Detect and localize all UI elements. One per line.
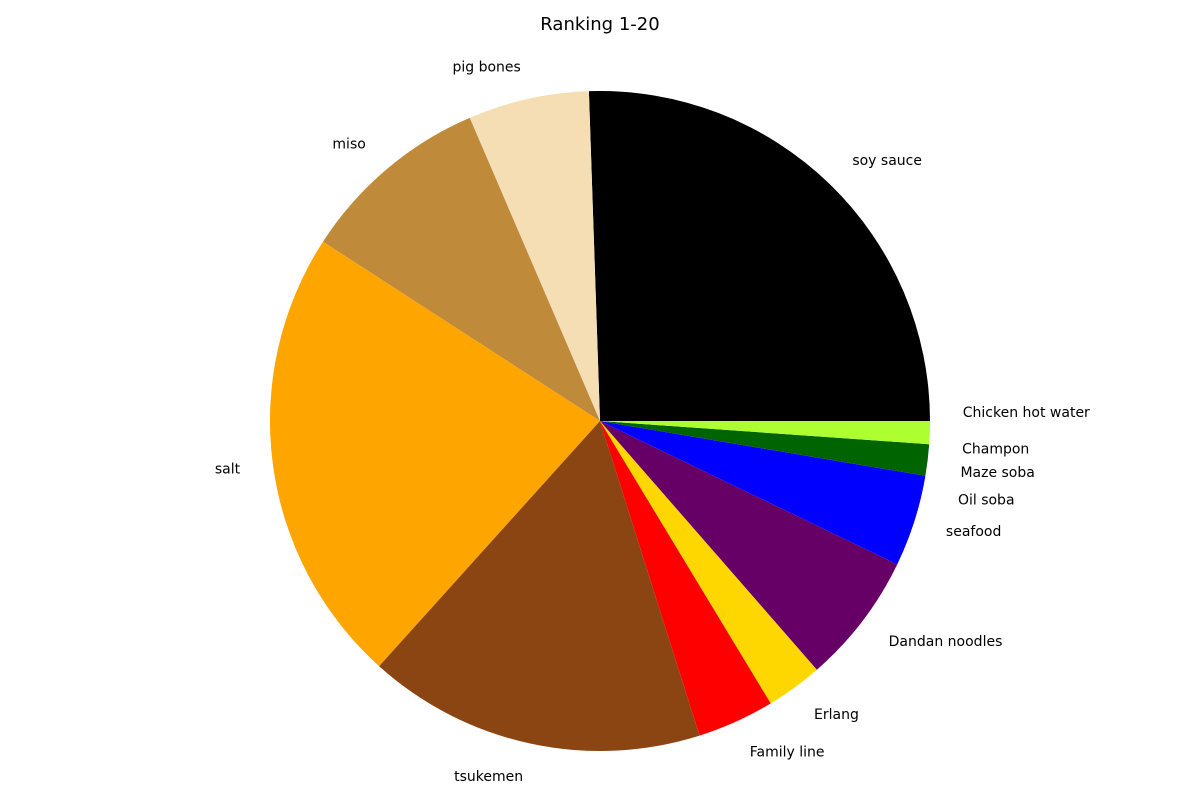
pie-label-seafood: seafood xyxy=(946,524,1001,540)
pie-labels: soy sauce pig bones miso salt tsukemen Family… xyxy=(215,60,1090,785)
pie-label-family-line: Family line xyxy=(750,745,825,761)
pie-label-chicken-hot-water: Chicken hot water xyxy=(963,405,1090,421)
pie-label-miso: miso xyxy=(332,137,365,153)
pie-slice-soy-sauce xyxy=(588,90,930,421)
pie-slice-tsukemen xyxy=(379,421,700,751)
pie-slice-erlang xyxy=(600,421,817,704)
pie-label-salt: salt xyxy=(215,462,241,478)
pie-label-champon: Champon xyxy=(962,442,1029,458)
pie-slice-seafood xyxy=(600,421,926,565)
pie-label-dandan-noodles: Dandan noodles xyxy=(889,634,1003,650)
pie-label-tsukemen: tsukemen xyxy=(454,769,523,785)
pie-slice-maze-soba xyxy=(600,421,930,476)
pie-slice-chicken-hot-water xyxy=(600,421,930,445)
chart-title: Ranking 1-20 xyxy=(540,14,659,35)
pie-slices xyxy=(270,90,930,751)
pie-label-soy-sauce: soy sauce xyxy=(852,153,922,169)
pie-label-erlang: Erlang xyxy=(814,707,859,723)
pie-label-maze-soba: Maze soba xyxy=(960,465,1034,481)
pie-label-oil-soba: Oil soba xyxy=(958,492,1015,508)
pie-slice-miso xyxy=(322,117,600,422)
pie-slice-pig-bones xyxy=(469,91,600,421)
pie-slice-salt xyxy=(270,241,600,667)
pie-slice-dandan-noodles xyxy=(600,421,898,670)
pie-slice-family-line xyxy=(600,421,771,736)
pie-label-pig-bones: pig bones xyxy=(452,60,520,76)
